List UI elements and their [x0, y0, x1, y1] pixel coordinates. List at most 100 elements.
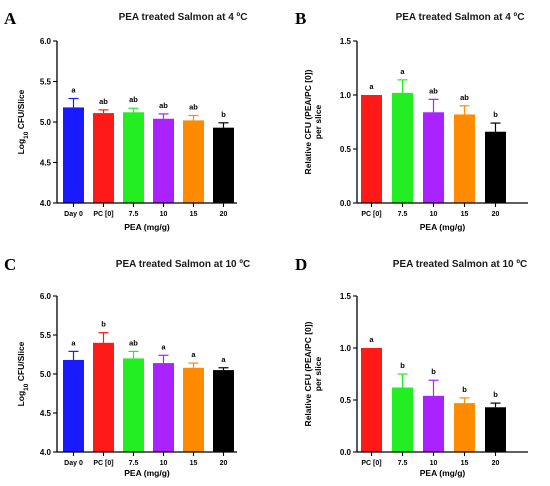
significance-label: b	[400, 361, 405, 370]
bar-10	[423, 395, 444, 452]
x-tick-label: 10	[160, 211, 168, 218]
x-axis-label: PEA (mg/g)	[420, 222, 466, 232]
x-tick-label: PC [0]	[93, 460, 113, 467]
significance-label: ab	[129, 338, 138, 347]
x-tick-label: 15	[461, 460, 469, 467]
bar-20	[485, 131, 506, 203]
x-tick-label: 20	[492, 211, 500, 218]
bar-15	[454, 403, 475, 452]
y-tick-label: 4.5	[40, 409, 52, 418]
bar-pc0	[93, 342, 114, 452]
x-tick-label: 10	[160, 460, 168, 467]
bar-pc0	[361, 348, 382, 452]
x-tick-label: 7.5	[398, 460, 408, 467]
significance-label: a	[400, 67, 405, 76]
bar-day0	[63, 107, 84, 203]
y-tick-label: 5.0	[40, 118, 52, 127]
x-tick-label: 10	[430, 211, 438, 218]
significance-label: b	[462, 385, 467, 394]
y-tick-label: 5.5	[40, 78, 52, 87]
y-tick-label: 5.0	[40, 370, 52, 379]
x-tick-label: 20	[220, 211, 228, 218]
bar-day0	[63, 359, 84, 452]
significance-label: a	[161, 342, 166, 351]
x-tick-label: 10	[430, 460, 438, 467]
y-tick-label: 1.5	[340, 292, 352, 301]
y-tick-label: 6.0	[40, 292, 52, 301]
significance-label: b	[493, 390, 498, 399]
x-tick-label: 7.5	[129, 460, 139, 467]
panel-letter: C	[4, 255, 16, 274]
significance-label: ab	[159, 101, 168, 110]
y-tick-label: 0.5	[340, 145, 352, 154]
panel-a: A PEA treated Salmon at 4 ºC a Day 0 ab PC [0…	[4, 9, 247, 232]
y-axis-label: Relative CFU (PEA/PC [0])	[303, 321, 313, 426]
y-tick-label: 0.0	[340, 199, 352, 208]
significance-label: a	[71, 86, 76, 95]
y-tick-label: 0.0	[340, 448, 352, 457]
panel-b: B PEA treated Salmon at 4 ºC a PC [0] a 7.5 ab…	[295, 9, 528, 232]
x-tick-label: 20	[220, 460, 228, 467]
x-tick-label: 15	[190, 211, 198, 218]
significance-label: a	[191, 350, 196, 359]
y-axis-label: Log10 CFU/Slice	[16, 89, 30, 154]
panel-letter: A	[4, 9, 17, 28]
bar-15	[454, 114, 475, 203]
bar-20	[485, 407, 506, 452]
panel-letter: B	[295, 9, 306, 28]
y-axis-label-line2: per slice	[313, 356, 323, 391]
y-tick-label: 4.5	[40, 159, 52, 168]
y-axis-label: Relative CFU (PEA/PC [0])	[303, 69, 313, 174]
significance-label: a	[369, 82, 374, 91]
y-tick-label: 1.0	[340, 344, 352, 353]
significance-label: ab	[460, 93, 469, 102]
panel-title: PEA treated Salmon at 4 ºC	[119, 12, 248, 23]
y-axis-label: Log10 CFU/Slice	[16, 341, 30, 406]
bar-15	[183, 120, 204, 203]
x-tick-label: 15	[190, 460, 198, 467]
bar-20	[213, 370, 234, 452]
panel-d: D PEA treated Salmon at 10 ºC a PC [0] b 7.5 b…	[295, 255, 528, 478]
x-tick-label: 7.5	[398, 211, 408, 218]
y-axis-label-line2: per slice	[313, 104, 323, 139]
significance-label: b	[101, 320, 106, 329]
significance-label: ab	[129, 95, 138, 104]
panel-c: C PEA treated Salmon at 10 ºC a Day 0 b PC [0…	[4, 255, 250, 478]
x-tick-label: PC [0]	[361, 211, 381, 218]
y-tick-label: 1.5	[340, 37, 352, 46]
significance-label: ab	[429, 86, 438, 95]
x-tick-label: 20	[492, 460, 500, 467]
y-tick-label: 1.0	[340, 91, 352, 100]
bar-75	[392, 92, 413, 203]
x-tick-label: Day 0	[64, 211, 83, 218]
significance-label: a	[369, 335, 374, 344]
x-tick-label: Day 0	[64, 460, 83, 467]
bar-pc0	[361, 95, 382, 203]
bar-10	[153, 363, 174, 452]
bar-15	[183, 367, 204, 452]
bar-10	[423, 112, 444, 203]
y-tick-label: 0.5	[340, 396, 352, 405]
bar-75	[123, 358, 144, 452]
x-axis-label: PEA (mg/g)	[124, 468, 170, 478]
y-tick-label: 6.0	[40, 37, 52, 46]
x-tick-label: PC [0]	[361, 460, 381, 467]
y-tick-label: 4.0	[40, 199, 52, 208]
significance-label: ab	[189, 103, 198, 112]
bar-75	[123, 112, 144, 203]
y-tick-label: 4.0	[40, 448, 52, 457]
significance-label: b	[431, 367, 436, 376]
significance-label: b	[493, 110, 498, 119]
bar-10	[153, 118, 174, 203]
panel-title: PEA treated Salmon at 4 ºC	[396, 12, 525, 23]
panel-title: PEA treated Salmon at 10 ºC	[393, 259, 527, 270]
significance-label: ab	[99, 97, 108, 106]
x-tick-label: PC [0]	[93, 211, 113, 218]
x-axis-label: PEA (mg/g)	[420, 468, 466, 478]
x-axis-label: PEA (mg/g)	[124, 222, 170, 232]
significance-label: a	[71, 338, 76, 347]
bar-20	[213, 127, 234, 203]
x-tick-label: 15	[461, 211, 469, 218]
significance-label: a	[221, 355, 226, 364]
